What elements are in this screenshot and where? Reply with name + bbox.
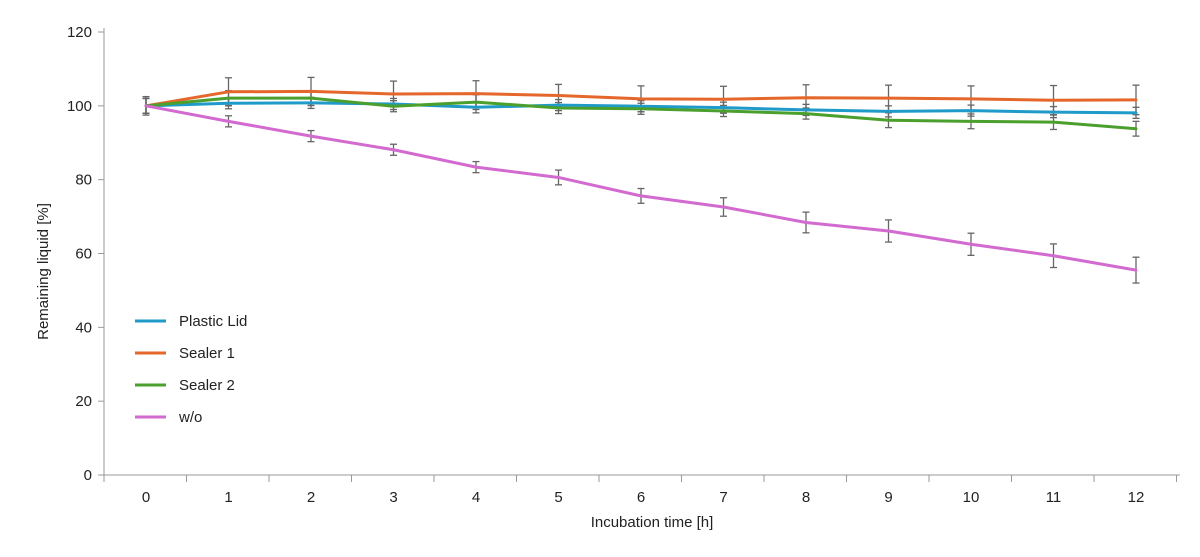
x-tick-label: 2 — [307, 489, 315, 506]
series-line — [144, 89, 1138, 108]
series-w-o — [142, 95, 1140, 284]
x-tick-label: 8 — [802, 489, 810, 506]
x-tick-label: 3 — [389, 489, 397, 506]
x-tick-label: 6 — [637, 489, 645, 506]
x-tick-label: 9 — [884, 489, 892, 506]
y-tick-label: 60 — [75, 246, 92, 263]
series-line — [144, 96, 1138, 131]
series-layer — [142, 76, 1140, 284]
y-axis-title: Remaining liquid [%] — [35, 203, 52, 340]
x-tick-label: 7 — [719, 489, 727, 506]
y-tick-label: 0 — [84, 467, 92, 484]
legend-item: Plastic Lid — [135, 313, 247, 330]
legend-item: w/o — [135, 409, 202, 426]
x-tick-label: 0 — [142, 489, 150, 506]
legend-label: Sealer 1 — [179, 345, 235, 362]
series-line — [144, 101, 1138, 115]
x-tick-label: 12 — [1128, 489, 1145, 506]
y-tick-label: 100 — [67, 98, 92, 115]
x-tick-label: 4 — [472, 489, 480, 506]
legend-label: w/o — [178, 409, 202, 426]
series-line — [144, 104, 1138, 272]
y-tick-label: 120 — [67, 24, 92, 41]
x-tick-label: 11 — [1046, 489, 1062, 506]
x-axis-title: Incubation time [h] — [591, 514, 714, 531]
legend-label: Sealer 2 — [179, 377, 235, 394]
x-tick-label: 5 — [554, 489, 562, 506]
y-tick-label: 20 — [75, 393, 92, 410]
y-tick-label: 40 — [75, 319, 92, 336]
legend-item: Sealer 2 — [135, 377, 235, 394]
y-tick-label: 80 — [75, 172, 92, 189]
legend-label: Plastic Lid — [179, 313, 247, 330]
x-tick-label: 1 — [224, 489, 232, 506]
legend-item: Sealer 1 — [135, 345, 235, 362]
x-tick-label: 10 — [963, 489, 980, 506]
axes — [98, 28, 1180, 482]
legend: Plastic Lid Sealer 1 Sealer 2 w/o — [135, 313, 247, 426]
